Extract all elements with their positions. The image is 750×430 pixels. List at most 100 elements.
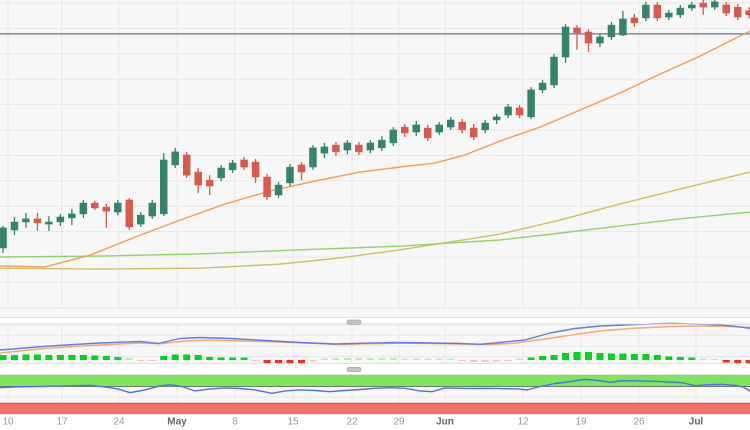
histogram-bar-positive <box>424 358 432 360</box>
candle-bear <box>733 4 742 21</box>
time-axis-label: 24 <box>113 417 125 428</box>
candle-bear <box>182 151 191 178</box>
overbought-band <box>0 374 750 387</box>
histogram-bar-negative <box>148 360 156 361</box>
histogram-bar-positive <box>550 355 558 360</box>
panel-resize-handle[interactable] <box>346 366 362 373</box>
candle-bull <box>79 199 88 218</box>
candle-bear <box>263 173 271 200</box>
histogram-bar-positive <box>10 355 18 360</box>
histogram-bar-negative <box>745 360 750 364</box>
time-axis-strip[interactable] <box>0 414 750 430</box>
histogram-bar-positive <box>562 353 570 360</box>
candles-layer <box>0 0 750 253</box>
time-axis-label: 17 <box>56 417 68 428</box>
ma-slow-line <box>0 171 750 270</box>
histogram-bar-negative <box>286 360 294 364</box>
histogram-bar-positive <box>240 357 248 360</box>
histogram-bar-positive <box>665 356 673 360</box>
candle-bull <box>676 4 685 18</box>
candle-bull <box>45 216 53 231</box>
candle-bear <box>458 119 466 133</box>
time-axis-label: 22 <box>346 417 358 428</box>
histogram-bar-negative <box>263 360 271 363</box>
ma-fast-line <box>0 30 750 268</box>
histogram-bar-positive <box>343 358 351 360</box>
candle-bear <box>102 203 111 228</box>
candle-bear <box>699 0 708 15</box>
histogram-bar-negative <box>504 360 512 361</box>
histogram-bar-positive <box>22 354 30 360</box>
histogram-bar-positive <box>160 356 168 360</box>
candle-bull <box>642 1 650 22</box>
histogram-bar-positive <box>688 357 696 360</box>
histogram-bar-positive <box>676 357 684 360</box>
candle-bear <box>469 124 478 141</box>
histogram-bar-negative <box>493 360 501 362</box>
candle-bear <box>355 141 363 155</box>
histogram-bar-negative <box>309 360 317 362</box>
histogram-bar-positive <box>573 352 581 360</box>
candle-bull <box>481 119 489 133</box>
candle-bull <box>286 163 294 186</box>
candle-bull <box>274 181 283 199</box>
histogram-bar-positive <box>596 353 604 360</box>
candle-bull <box>435 122 443 135</box>
histogram-bar-negative <box>137 360 145 361</box>
histogram-bar-positive <box>229 357 237 360</box>
histogram-bar-positive <box>320 358 328 360</box>
histogram-bar-positive <box>171 354 179 360</box>
candle-bear <box>424 124 432 142</box>
oversold-band <box>0 403 750 415</box>
candle-bull <box>171 147 179 169</box>
oscillator-panel[interactable] <box>0 374 750 415</box>
candle-bear <box>125 198 134 231</box>
histogram-bar-negative <box>275 360 283 364</box>
panel-separator-1[interactable] <box>0 317 750 325</box>
macd-panel[interactable] <box>0 322 750 364</box>
histogram-bar-positive <box>378 358 386 360</box>
histogram-bar-positive <box>206 357 214 360</box>
panel-separators <box>0 317 750 415</box>
histogram-bar-positive <box>45 355 53 360</box>
panel-separator-2[interactable] <box>0 363 750 375</box>
time-axis-label: 26 <box>633 417 645 428</box>
histogram-bar-positive <box>699 358 707 360</box>
histogram-bar-negative <box>297 360 305 363</box>
candle-bull <box>504 103 512 119</box>
price-panel[interactable] <box>0 0 750 309</box>
panel-resize-handle[interactable] <box>346 319 362 325</box>
histogram-bar-positive <box>33 354 41 360</box>
histogram-bar-positive <box>0 355 7 360</box>
histogram-bar-negative <box>252 360 260 361</box>
candle-bull <box>320 142 329 159</box>
candle-bull <box>711 0 719 10</box>
macd-histogram <box>0 352 750 364</box>
time-axis-label: 15 <box>287 417 299 428</box>
candle-bull <box>217 164 225 182</box>
histogram-bar-positive <box>412 358 420 360</box>
candle-bull <box>596 34 604 48</box>
time-axis[interactable]: 10 17 24 May 8 15 22 29 Jun 12 19 26 Jul <box>2 417 703 428</box>
candle-bull <box>492 114 501 124</box>
candle-bull <box>607 22 616 40</box>
histogram-bar-positive <box>527 357 535 360</box>
candle-bull <box>619 10 627 36</box>
oscillator-line <box>0 378 750 394</box>
histogram-bar-positive <box>584 352 592 360</box>
histogram-bar-positive <box>539 356 547 360</box>
histogram-bar-positive <box>217 357 225 360</box>
candle-bull <box>228 159 237 173</box>
candle-bull <box>56 213 65 226</box>
histogram-bar-positive <box>102 356 110 360</box>
candle-bear <box>251 159 260 183</box>
histogram-bar-positive <box>607 353 615 360</box>
histogram-bar-positive <box>68 355 76 360</box>
candle-bull <box>68 208 76 226</box>
candle-bull <box>22 212 30 228</box>
candle-bull <box>446 116 455 130</box>
histogram-bar-positive <box>389 358 397 360</box>
histogram-bar-positive <box>332 358 340 360</box>
